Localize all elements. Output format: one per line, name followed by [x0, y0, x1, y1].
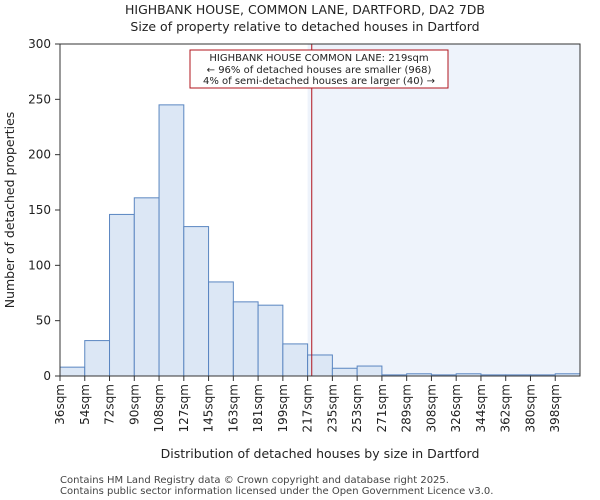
highlight-region	[307, 44, 580, 376]
x-tick-label: 235sqm	[325, 384, 339, 432]
bar-163sqm	[232, 301, 259, 377]
x-tick-label: 362sqm	[499, 384, 513, 432]
bar-235sqm	[331, 367, 358, 377]
x-tick-label: 54sqm	[78, 384, 92, 425]
x-tick-label: 308sqm	[424, 384, 438, 432]
bar-145sqm	[208, 281, 234, 377]
x-tick-label: 108sqm	[152, 384, 166, 432]
y-tick-label: 0	[43, 369, 51, 383]
bars-layer	[59, 104, 581, 377]
y-tick-label: 150	[28, 203, 51, 217]
bar-127sqm	[183, 226, 210, 377]
x-tick-label: 199sqm	[276, 384, 290, 432]
bar-90sqm	[133, 197, 160, 377]
annotation-line-1: HIGHBANK HOUSE COMMON LANE: 219sqm	[209, 53, 428, 64]
x-tick-label: 145sqm	[202, 384, 216, 432]
x-tick-label: 181sqm	[251, 384, 265, 432]
y-tick-label: 50	[36, 314, 51, 328]
x-tick-label: 253sqm	[350, 384, 364, 432]
annotation-border	[189, 49, 449, 89]
x-tick-label: 36sqm	[53, 384, 67, 425]
footer-line-2: Contains public sector information licen…	[60, 486, 493, 497]
x-tick-label: 217sqm	[301, 384, 315, 432]
bar-36sqm	[59, 366, 86, 377]
annotation-box: HIGHBANK HOUSE COMMON LANE: 219sqm ← 96%…	[189, 49, 449, 89]
x-tick-label: 271sqm	[375, 384, 389, 432]
bar-108sqm	[158, 104, 185, 377]
y-axis-ticks: 0 50 100 150 200 250 300	[28, 37, 60, 383]
x-tick-label: 127sqm	[177, 384, 191, 432]
y-tick-label: 100	[28, 258, 51, 272]
x-tick-label: 289sqm	[400, 384, 414, 432]
x-tick-label: 72sqm	[103, 384, 117, 425]
x-axis-label: Distribution of detached houses by size …	[161, 446, 480, 461]
bar-54sqm	[84, 340, 111, 377]
chart-subtitle: Size of property relative to detached ho…	[130, 19, 479, 34]
x-tick-label: 344sqm	[474, 384, 488, 432]
x-tick-label: 163sqm	[226, 384, 240, 432]
y-axis-label: Number of detached properties	[2, 112, 17, 309]
highlight-layer	[307, 44, 580, 376]
y-tick-label: 300	[28, 37, 51, 51]
annotation-line-2: ← 96% of detached houses are smaller (96…	[207, 65, 432, 76]
chart-title: HIGHBANK HOUSE, COMMON LANE, DARTFORD, D…	[125, 2, 485, 17]
bar-72sqm	[109, 213, 135, 377]
x-tick-label: 398sqm	[548, 384, 562, 432]
x-tick-label: 380sqm	[523, 384, 537, 432]
x-axis-ticks: 36sqm 54sqm 72sqm 90sqm 108sqm 127sqm 145sqm 16…	[53, 376, 562, 432]
bar-253sqm	[356, 365, 383, 377]
x-tick-label: 326sqm	[449, 384, 463, 432]
y-tick-label: 200	[28, 148, 51, 162]
bar-199sqm	[282, 343, 309, 377]
footer-line-1: Contains HM Land Registry data © Crown c…	[60, 475, 449, 486]
bar-181sqm	[257, 304, 284, 377]
x-tick-label: 90sqm	[127, 384, 141, 425]
annotation-line-3: 4% of semi-detached houses are larger (4…	[203, 76, 435, 87]
y-tick-label: 250	[28, 92, 51, 106]
